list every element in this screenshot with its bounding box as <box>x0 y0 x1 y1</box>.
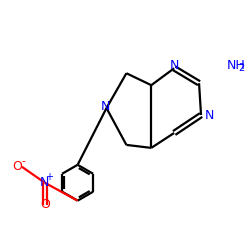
Text: +: + <box>45 172 53 182</box>
Text: N: N <box>40 176 50 189</box>
Text: N: N <box>100 100 110 113</box>
Text: -: - <box>22 156 26 166</box>
Text: O: O <box>40 198 50 211</box>
Text: O: O <box>12 160 22 173</box>
Text: NH: NH <box>227 59 246 72</box>
Text: 2: 2 <box>238 63 244 73</box>
Text: N: N <box>170 59 179 72</box>
Text: N: N <box>205 108 214 122</box>
